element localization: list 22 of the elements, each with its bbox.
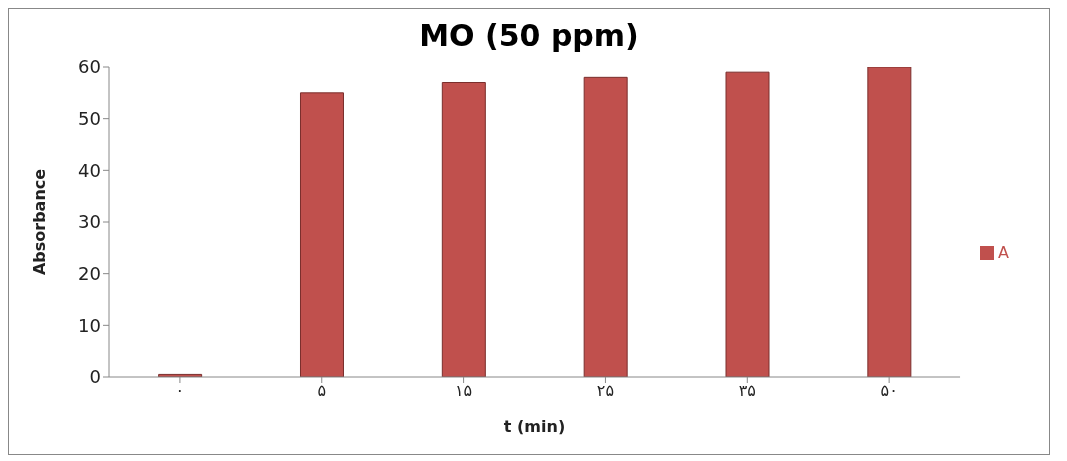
x-tick-label: ۵ bbox=[317, 381, 327, 401]
x-tick-label: ۱۵ bbox=[455, 381, 473, 401]
bar bbox=[583, 76, 628, 377]
y-tick-label: 50 bbox=[78, 108, 101, 130]
x-axis-title: t (min) bbox=[503, 417, 566, 436]
x-tick-label: ۳۵ bbox=[738, 381, 756, 401]
x-tick-label: ۰ bbox=[175, 381, 185, 401]
y-tick-label: 10 bbox=[78, 314, 101, 336]
bar bbox=[725, 71, 770, 377]
y-tick-label: 40 bbox=[78, 159, 101, 181]
chart-title: MO (50 ppm) bbox=[418, 17, 640, 55]
legend-label: A bbox=[998, 242, 1009, 262]
bar bbox=[299, 92, 344, 377]
bar bbox=[867, 67, 912, 377]
x-tick-label: ۲۵ bbox=[596, 381, 615, 401]
y-tick-label: 30 bbox=[78, 211, 101, 233]
y-tick-label: 20 bbox=[78, 263, 101, 285]
y-tick-label: 60 bbox=[78, 56, 101, 78]
x-tick-label: ۵۰ bbox=[880, 381, 898, 401]
bar bbox=[441, 82, 486, 377]
y-axis-title: Absorbance bbox=[29, 168, 49, 276]
y-tick-label: 0 bbox=[89, 366, 101, 388]
